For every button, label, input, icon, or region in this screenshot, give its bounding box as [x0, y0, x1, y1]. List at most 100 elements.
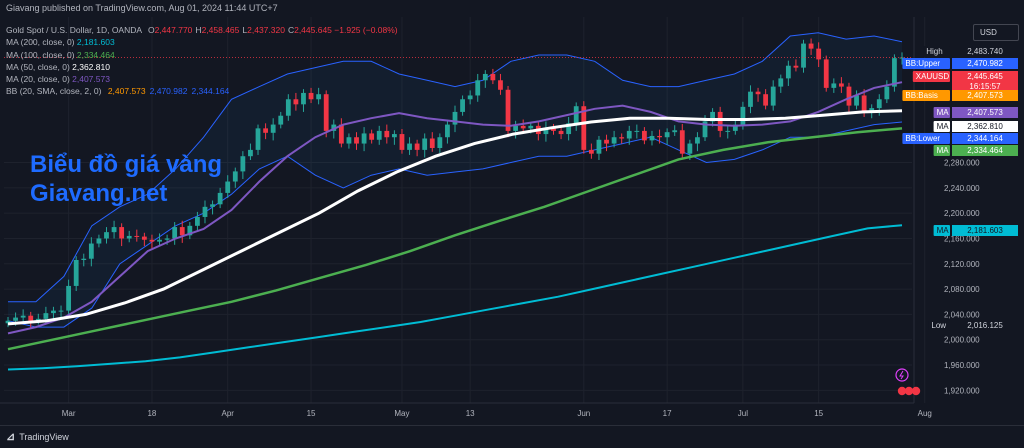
- candle-body: [679, 130, 685, 154]
- ohlc-key: C: [287, 25, 295, 35]
- currency-button[interactable]: USD: [973, 24, 1019, 41]
- candle-body: [445, 124, 450, 138]
- candle-body: [202, 206, 208, 217]
- candle-body: [20, 315, 26, 318]
- candle-body: [755, 91, 761, 95]
- candle-body: [551, 127, 556, 131]
- x-tick-label: 15: [307, 409, 316, 418]
- candle-body: [581, 106, 587, 150]
- indicator-label: MA (100, close, 0): [6, 49, 77, 60]
- candle-body: [869, 108, 875, 112]
- price-tag-label: BB:Basis: [905, 91, 937, 100]
- candle-body: [316, 94, 322, 100]
- price-tag-label-box: [912, 71, 950, 82]
- price-tag-label: MA: [937, 226, 950, 235]
- price-tag-value-box: [952, 71, 1018, 92]
- candle-body: [285, 99, 291, 116]
- price-chart[interactable]: 1,920.000 1,960.000 2,000.000 2,040.000 2,08…: [0, 17, 1024, 425]
- publisher-bar: Giavang published on TradingView.com, Au…: [0, 0, 1024, 17]
- candle-body: [66, 285, 72, 311]
- candle-body: [13, 317, 18, 321]
- chart-legend: Gold Spot / U.S. Dollar, 1D, OANDA O2,44…: [6, 24, 398, 98]
- candle-body: [604, 139, 609, 144]
- candle-body: [270, 124, 276, 133]
- candle-body: [43, 313, 49, 319]
- indicator-value: 2,407.573: [72, 74, 110, 85]
- price-tag-label-box: [933, 225, 950, 236]
- instrument-name: Gold Spot / U.S. Dollar, 1D, OANDA: [6, 25, 142, 35]
- economic-event-icon: [897, 386, 907, 396]
- x-tick-label: Aug: [918, 409, 932, 418]
- price-tag-label: BB:Lower: [905, 134, 940, 143]
- price-tag-value-box: [952, 90, 1018, 101]
- candle-body: [422, 138, 428, 150]
- candle-body: [407, 143, 412, 150]
- candle-body: [58, 310, 64, 312]
- candle-body: [134, 235, 140, 237]
- bb-upper-line: [8, 32, 903, 303]
- candle-body: [232, 171, 238, 182]
- price-tag-value: 2,445.645: [967, 72, 1003, 81]
- price-tag-value: 2,470.982: [967, 59, 1003, 68]
- candle-body: [611, 137, 617, 144]
- price-tag-value-box: [952, 58, 1018, 69]
- candle-body: [248, 149, 253, 157]
- indicator-row: MA (200, close, 0) 2,181.603: [6, 36, 398, 48]
- price-tag-label: Low: [931, 321, 946, 330]
- candle-body: [740, 106, 746, 125]
- y-tick-label: 1,920.000: [944, 386, 980, 395]
- chart-area[interactable]: 1,920.000 1,960.000 2,000.000 2,040.000 2,08…: [0, 17, 1024, 447]
- candle-body: [649, 135, 655, 141]
- indicator-row: MA (100, close, 0) 2,334.464: [6, 49, 398, 61]
- candle-body: [475, 80, 481, 96]
- candle-body: [876, 99, 882, 109]
- candle-body: [854, 95, 859, 106]
- indicator-value: 2,362.810: [72, 61, 110, 72]
- price-tag-value: 2,181.603: [967, 226, 1003, 235]
- candle-body: [217, 192, 223, 205]
- candle-body: [702, 121, 708, 138]
- bb-lower-line: [7, 121, 903, 328]
- candle-body: [793, 65, 799, 68]
- ohlc-value: 2,445.645: [294, 25, 332, 35]
- price-tag-label: BB:Upper: [905, 59, 940, 68]
- candle-body: [528, 125, 534, 129]
- tradingview-logo-icon: ⊿: [6, 431, 16, 443]
- candle-body: [157, 239, 162, 242]
- candle-body: [414, 143, 420, 150]
- lightning-event-icon: [899, 370, 904, 380]
- candle-body: [119, 227, 125, 239]
- price-tag-value: 2,362.810: [967, 122, 1003, 131]
- candle-body: [399, 134, 405, 150]
- candle-body: [732, 124, 738, 131]
- price-tag-value: 2,407.573: [967, 91, 1003, 100]
- price-tag-label: High: [926, 47, 942, 56]
- price-tag-label-box: [902, 90, 950, 101]
- price-tag-value-box: [952, 121, 1018, 132]
- price-tag-label-box: [902, 58, 950, 69]
- candle-body: [96, 238, 102, 244]
- price-tag-label-box: [928, 320, 950, 331]
- economic-event-icon: [904, 386, 914, 396]
- watermark-line1: Biểu đồ giá vàng: [30, 151, 223, 178]
- price-tag-value-box: [952, 225, 1018, 236]
- candle-body: [634, 130, 640, 132]
- candle-body: [376, 130, 382, 140]
- candle-body: [566, 123, 572, 135]
- lightning-event-icon: [895, 368, 909, 382]
- price-tag-value-box: [952, 145, 1018, 156]
- x-tick-label: Jun: [577, 409, 590, 418]
- x-tick-label: 17: [663, 409, 672, 418]
- x-tick-label: 18: [147, 409, 156, 418]
- candle-body: [672, 130, 678, 133]
- candle-body: [892, 58, 897, 87]
- candle-body: [195, 216, 200, 226]
- candle-body: [437, 137, 443, 148]
- candle-body: [884, 86, 890, 100]
- x-tick-label: Jul: [738, 409, 748, 418]
- candle-body: [263, 128, 268, 133]
- candle-body: [141, 236, 147, 240]
- candle-body: [573, 106, 579, 124]
- candle-body: [498, 80, 503, 90]
- price-tag-label: MA: [937, 122, 950, 131]
